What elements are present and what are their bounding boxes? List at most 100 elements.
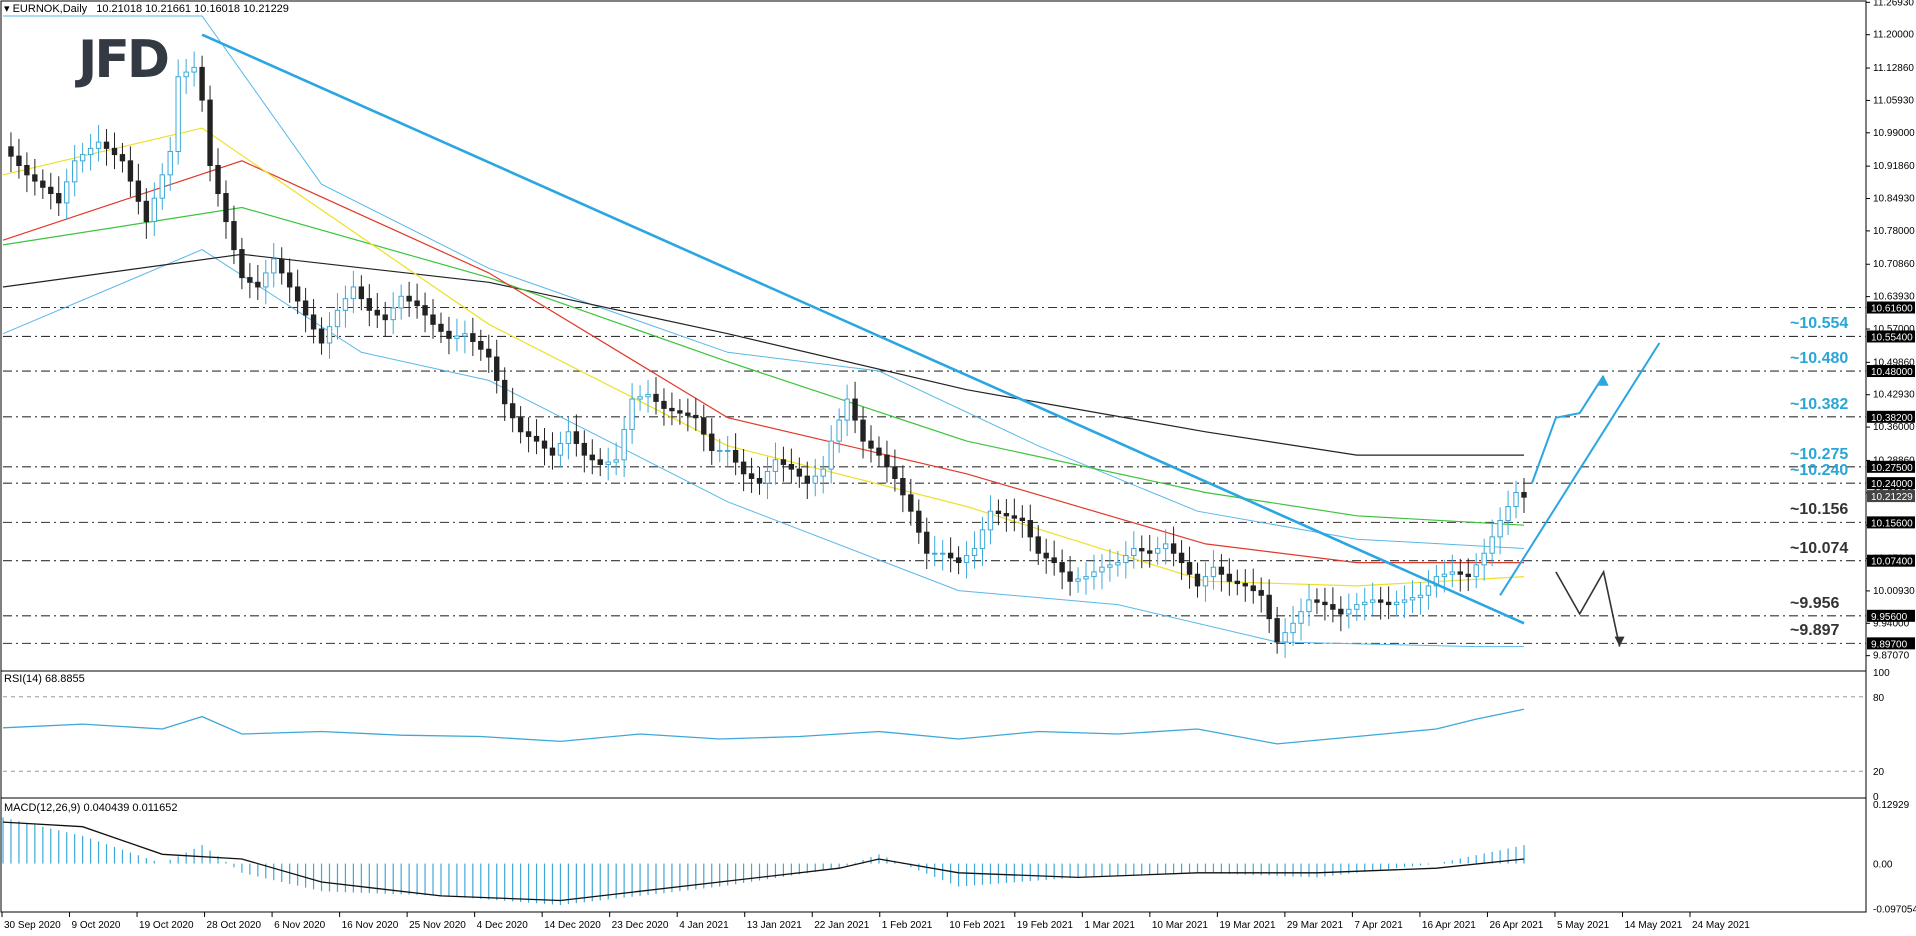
price-tick-label: 11.05930: [1873, 95, 1914, 106]
candle-body: [1043, 552, 1049, 559]
candle-body: [756, 477, 763, 484]
candle-body: [1178, 552, 1185, 564]
candle-body: [494, 356, 500, 381]
candle-body: [1131, 548, 1137, 557]
candle-body: [852, 398, 858, 421]
macd-signal-line: [2, 821, 1525, 902]
candle-body: [605, 461, 611, 465]
main-downtrend-line: [201, 33, 1525, 625]
price-flag-label: 9.95600: [1871, 612, 1908, 623]
candle-body: [780, 459, 787, 465]
candle-body: [1409, 597, 1416, 601]
candle-body: [135, 180, 142, 202]
candle-body: [1441, 573, 1448, 578]
level-label-3: ~10.275: [1790, 445, 1849, 463]
candle-body: [1250, 585, 1256, 592]
candle-body: [509, 403, 516, 419]
candle-body: [987, 510, 994, 531]
candle-body: [963, 555, 970, 564]
brand-logo: JFD: [78, 30, 170, 90]
candle-body: [1035, 536, 1041, 554]
level-label-4: ~10.240: [1790, 462, 1849, 480]
candle-body: [916, 510, 922, 533]
candle-body: [255, 281, 261, 288]
bollinger-upper-line: [3, 15, 1525, 549]
candle-body: [1202, 576, 1209, 587]
candle-body: [71, 160, 78, 183]
price-flag: [1867, 365, 1915, 378]
candle-body: [1346, 608, 1352, 615]
candle-body: [183, 71, 189, 78]
collapse-triangle-icon[interactable]: ▾: [4, 3, 10, 15]
candle-body: [1051, 557, 1057, 564]
price-flag-label: 10.24000: [1871, 479, 1913, 490]
chart-frame: [0, 0, 1867, 913]
price-flag: [1867, 490, 1915, 503]
candle-body: [1067, 571, 1073, 582]
candle-body: [350, 286, 357, 300]
price-flag-label: 10.38200: [1871, 413, 1913, 424]
candle-body: [947, 552, 954, 559]
candle-body: [1338, 608, 1344, 615]
price-tick-label: 11.12860: [1873, 63, 1914, 74]
candle-body: [1425, 585, 1432, 596]
level-label-0: ~10.554: [1790, 315, 1849, 333]
candle-body: [247, 277, 253, 283]
price-flag: [1867, 637, 1915, 650]
candle-body: [677, 410, 683, 414]
candle-body: [334, 309, 341, 328]
candle-body: [533, 435, 540, 442]
candle-body: [1497, 520, 1503, 538]
candle-body: [836, 419, 842, 442]
candle-body: [1505, 506, 1511, 522]
candle-body: [900, 477, 906, 496]
level-label-1: ~10.480: [1790, 350, 1849, 368]
candle-body: [1003, 513, 1010, 517]
candle-body: [199, 66, 205, 101]
candle-body: [478, 340, 484, 350]
candle-body: [95, 141, 102, 149]
candle-body: [1306, 599, 1312, 613]
candle-body: [1314, 599, 1320, 603]
candle-body: [613, 459, 619, 463]
candle-body: [645, 393, 651, 398]
candle-body: [1162, 543, 1169, 550]
candle-body: [1154, 548, 1161, 554]
candle-body: [1075, 578, 1081, 582]
candle-body: [1210, 566, 1217, 578]
candle-body: [56, 193, 62, 204]
candle-body: [1059, 562, 1065, 573]
candle-body: [1099, 566, 1105, 573]
date-tick-label: 1 Feb 2021: [882, 920, 933, 931]
date-tick-label: 14 Dec 2020: [544, 920, 601, 931]
candle-body: [1242, 583, 1248, 587]
candle-body: [621, 428, 627, 461]
candle-body: [103, 141, 110, 149]
candle-body: [1019, 517, 1025, 522]
macd-tick-label: -0.097054: [1873, 904, 1916, 915]
price-tick-label: 10.70860: [1873, 259, 1915, 270]
rsi-tick-label: 20: [1873, 767, 1885, 778]
candle-body: [868, 440, 874, 449]
candle-body: [1123, 555, 1129, 564]
candle-body: [740, 461, 747, 475]
candle-body: [310, 314, 317, 330]
candle-body: [1457, 571, 1463, 575]
sma-50-line: [2, 160, 1524, 564]
date-tick-label: 29 Mar 2021: [1287, 920, 1344, 931]
price-flag-label: 10.48000: [1871, 367, 1913, 378]
candle-body: [1298, 611, 1304, 624]
candle-body: [127, 160, 134, 182]
candle-body: [1521, 491, 1527, 498]
candle-body: [263, 272, 269, 288]
candle-body: [223, 193, 229, 223]
date-tick-label: 24 May 2021: [1692, 920, 1750, 931]
candle-body: [693, 414, 699, 419]
candle-body: [342, 298, 349, 311]
date-tick-label: 16 Nov 2020: [342, 920, 399, 931]
candle-body: [581, 442, 588, 456]
date-tick-label: 10 Mar 2021: [1152, 920, 1209, 931]
candle-body: [788, 463, 795, 470]
candle-body: [16, 155, 22, 166]
